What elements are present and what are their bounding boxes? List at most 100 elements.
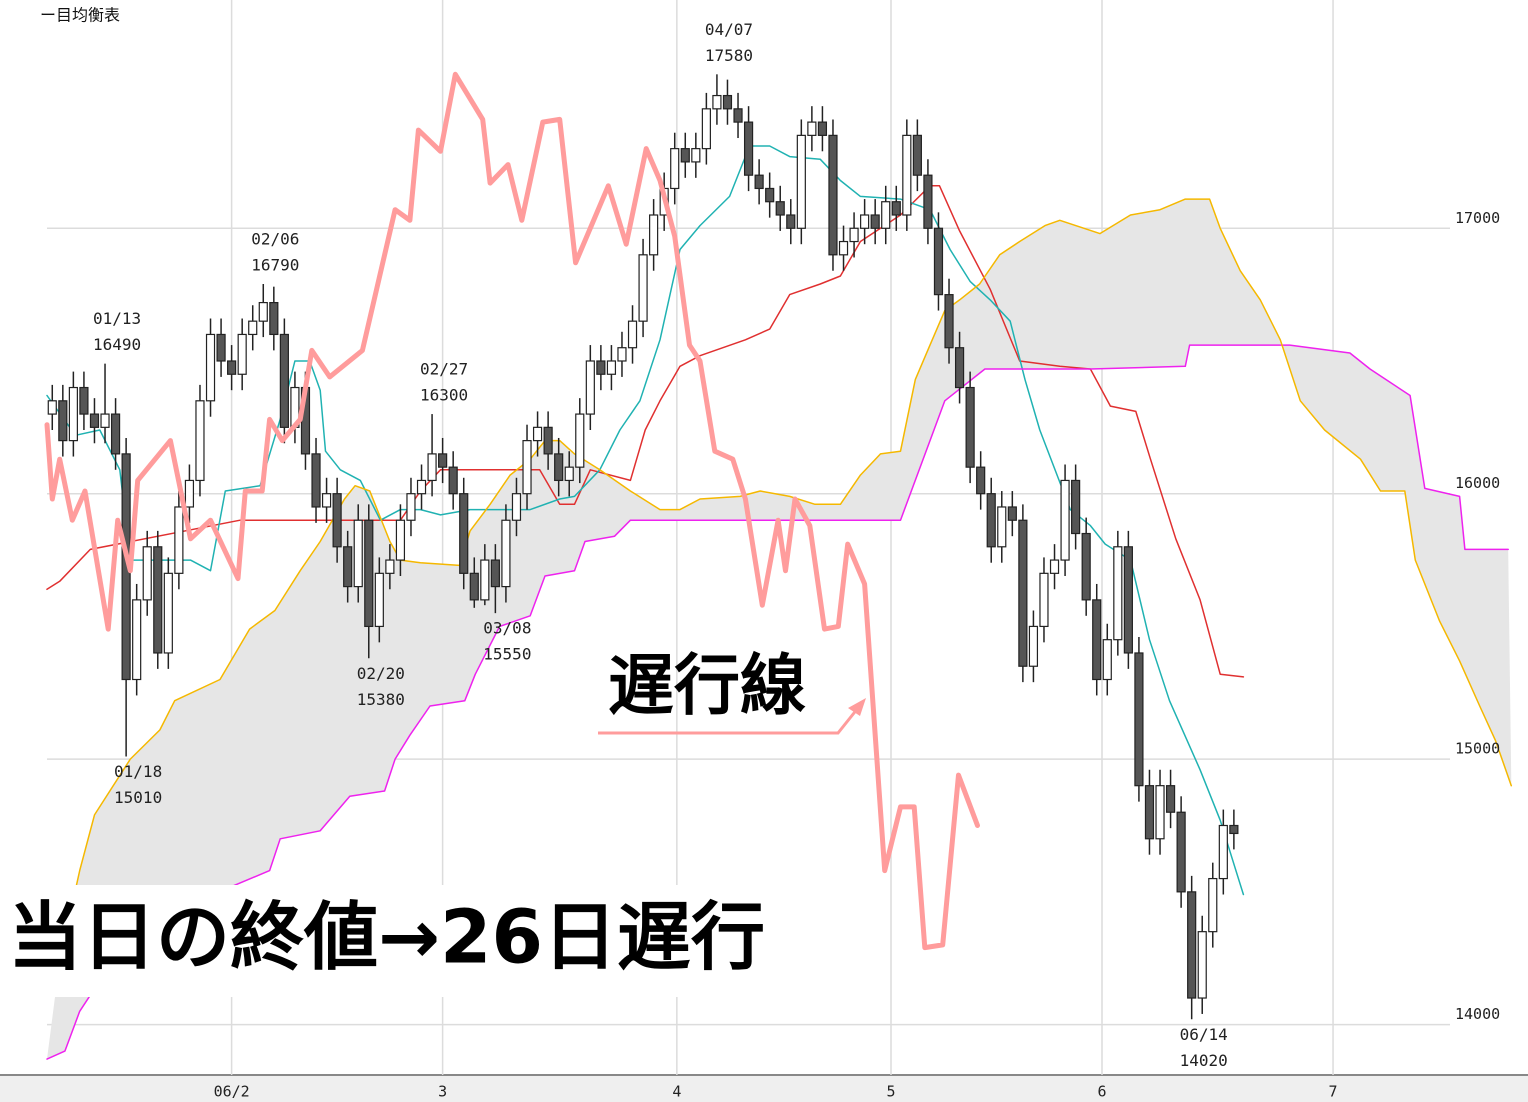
candle-body: [311, 453, 321, 508]
candle-body: [923, 174, 933, 229]
candle-body: [712, 94, 722, 110]
x-tick-label: 7: [1329, 1083, 1338, 1101]
candle-body: [912, 134, 922, 176]
y-tick-label: 14000: [1455, 1005, 1500, 1023]
annotation-price: 15010: [114, 788, 162, 807]
x-tick-label: 06/2: [214, 1083, 250, 1101]
candle-body: [649, 214, 659, 256]
lagging-label: 遅行線: [608, 647, 806, 724]
candle-body: [438, 453, 448, 468]
candle-body: [817, 121, 828, 136]
candle-body: [1081, 532, 1091, 601]
candle-body: [1134, 652, 1144, 787]
lagging-layer: [44, 71, 980, 951]
candle-body: [965, 386, 975, 468]
candle-body: [860, 214, 870, 229]
candle-body: [353, 519, 363, 588]
candle-body: [1039, 572, 1049, 628]
candle-body: [933, 227, 944, 296]
candle-body: [237, 333, 247, 375]
candle-body: [902, 134, 912, 216]
candle-body: [1123, 546, 1133, 654]
candle-body: [195, 400, 205, 482]
candle-body: [1102, 639, 1112, 681]
candle-body: [79, 386, 89, 415]
candle-body: [416, 479, 427, 495]
candle-body: [564, 466, 574, 482]
candle-body: [385, 559, 395, 574]
y-tick-label: 15000: [1455, 740, 1500, 758]
candle-body: [469, 572, 479, 601]
candle-body: [733, 108, 743, 123]
candle-body: [227, 360, 237, 375]
candle-body: [1049, 559, 1060, 574]
candle-body: [691, 148, 701, 163]
candle-body: [1144, 785, 1155, 840]
x-tick-label: 6: [1097, 1083, 1106, 1101]
candle-body: [406, 493, 416, 521]
candle-body: [976, 466, 986, 495]
candle-body: [838, 240, 849, 256]
candle-body: [132, 599, 142, 681]
candle-body: [110, 413, 121, 455]
candle-body: [258, 301, 268, 322]
y-tick-label: 17000: [1455, 209, 1500, 227]
candle-body: [58, 400, 68, 442]
candle-body: [68, 386, 78, 442]
candle-body: [248, 320, 258, 336]
candle-body: [986, 493, 996, 548]
arrow-head: [848, 698, 866, 716]
candle-body: [427, 453, 437, 482]
annotation-date: 02/20: [357, 664, 405, 683]
candle-body: [1092, 599, 1102, 681]
candle-body: [184, 479, 195, 508]
caption: 当日の終値→26日遅行: [8, 895, 765, 981]
candle-body: [459, 493, 469, 574]
candle-body: [596, 360, 606, 375]
annotation-date: 01/13: [93, 309, 141, 328]
candle-body: [395, 519, 406, 561]
candle-body: [617, 347, 627, 362]
candle-body: [153, 546, 163, 654]
annotation-price: 15380: [357, 690, 405, 709]
candle-body: [627, 320, 638, 349]
line: [46, 344, 1509, 1060]
candle-body: [1165, 785, 1176, 813]
candle-body: [1028, 625, 1039, 667]
candle-body: [870, 214, 880, 229]
candle-body: [100, 413, 110, 428]
candle-body: [1187, 891, 1197, 999]
cloud: [47, 199, 1512, 1060]
candle-body: [343, 546, 353, 588]
candle-body: [448, 466, 458, 495]
annotation-date: 06/14: [1180, 1025, 1228, 1044]
annotation-date: 03/08: [483, 619, 531, 638]
candle-body: [532, 426, 543, 442]
candle-body: [954, 347, 965, 389]
candle-body: [754, 174, 764, 190]
annotation-date: 04/07: [705, 20, 753, 39]
candle-body: [1218, 824, 1228, 880]
annotation-price: 16490: [93, 335, 141, 354]
candle-body: [765, 187, 775, 203]
candle-body: [364, 519, 374, 628]
annotation-price: 14020: [1180, 1051, 1228, 1070]
candle-body: [1176, 811, 1186, 893]
candle-body: [47, 400, 57, 415]
x-tick-label: 5: [886, 1083, 895, 1101]
candle-body: [374, 572, 384, 628]
candle-body: [1197, 931, 1207, 999]
candle-body: [511, 493, 522, 521]
candle-body: [279, 333, 289, 428]
annotation-date: 02/27: [420, 360, 468, 379]
candle-body: [480, 559, 490, 601]
candle-body: [575, 413, 585, 468]
candle-body: [522, 440, 532, 495]
annotation-price: 17580: [705, 46, 753, 65]
candle-body: [944, 294, 954, 349]
candle-body: [216, 333, 226, 362]
candle-body: [670, 148, 680, 190]
x-tick-label: 3: [438, 1083, 447, 1101]
candle-body: [1060, 479, 1070, 561]
